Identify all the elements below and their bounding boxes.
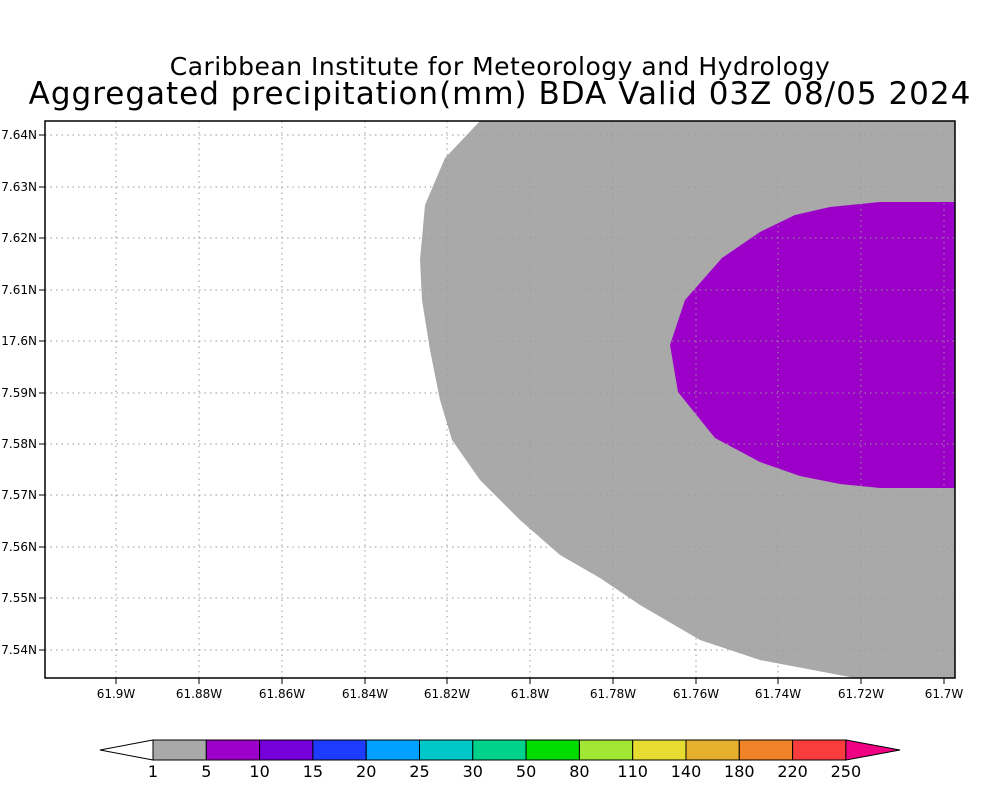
colorbar-swatch xyxy=(312,739,367,761)
lon-label: 61.9W xyxy=(97,687,136,701)
colorbar-swatch xyxy=(578,739,634,761)
colorbar-swatch xyxy=(365,739,421,761)
colorbar-label: 10 xyxy=(249,762,269,781)
colorbar-label: 50 xyxy=(516,762,536,781)
colorbar-label: 180 xyxy=(724,762,755,781)
lon-label: 61.84W xyxy=(342,687,388,701)
lat-label: 7.61N xyxy=(1,283,37,297)
colorbar-under-arrow xyxy=(99,739,154,761)
lon-label: 61.86W xyxy=(259,687,305,701)
colorbar-swatch xyxy=(738,739,794,761)
colorbar: 1 5 10 15 20 25 30 50 80 110 140 180 220 250 xyxy=(99,739,901,781)
colorbar-swatch xyxy=(632,739,687,761)
colorbar-over-arrow xyxy=(845,739,901,761)
colorbar-swatch xyxy=(205,739,261,761)
colorbar-label: 20 xyxy=(356,762,376,781)
lat-label: 7.63N xyxy=(1,180,37,194)
precip-region-5-10mm xyxy=(670,202,955,488)
colorbar-swatch xyxy=(525,739,580,761)
lat-label: 17.6N xyxy=(1,334,37,348)
colorbar-label: 1 xyxy=(148,762,158,781)
colorbar-label: 30 xyxy=(463,762,483,781)
colorbar-label: 250 xyxy=(831,762,862,781)
lat-label: 7.57N xyxy=(1,488,37,502)
chart-title-product: Aggregated precipitation(mm) BDA Valid 0… xyxy=(28,76,972,112)
chart-title-institute: Caribbean Institute for Meteorology and … xyxy=(169,52,831,81)
lat-label: 7.58N xyxy=(1,437,37,451)
colorbar-label: 220 xyxy=(777,762,808,781)
colorbar-label: 80 xyxy=(569,762,589,781)
lon-label: 61.76W xyxy=(673,687,719,701)
lat-label: 7.64N xyxy=(1,128,37,142)
lon-label: 61.88W xyxy=(176,687,222,701)
colorbar-swatch xyxy=(685,739,740,761)
lat-label: 7.55N xyxy=(1,591,37,605)
lon-label: 61.7W xyxy=(925,687,964,701)
colorbar-swatch xyxy=(792,739,847,761)
colorbar-label: 25 xyxy=(409,762,429,781)
longitude-labels: 61.9W 61.88W 61.86W 61.84W 61.82W 61.8W 61.78W… xyxy=(97,687,964,701)
colorbar-label: 140 xyxy=(671,762,702,781)
latitude-labels: 7.64N 7.63N 7.62N 7.61N 17.6N 7.59N 7.58N 7.57N… xyxy=(1,128,37,657)
colorbar-label: 5 xyxy=(201,762,211,781)
map-frame xyxy=(44,120,956,679)
colorbar-swatch xyxy=(472,739,527,761)
lat-label: 7.54N xyxy=(1,643,37,657)
lon-label: 61.82W xyxy=(424,687,470,701)
lon-label: 61.78W xyxy=(590,687,636,701)
lon-label: 61.72W xyxy=(838,687,884,701)
colorbar-swatch xyxy=(419,739,474,761)
colorbar-label: 15 xyxy=(303,762,323,781)
lon-label: 61.8W xyxy=(511,687,550,701)
lat-label: 7.59N xyxy=(1,386,37,400)
lat-label: 7.62N xyxy=(1,231,37,245)
colorbar-swatch xyxy=(259,739,314,761)
lon-label: 61.74W xyxy=(755,687,801,701)
colorbar-label: 110 xyxy=(617,762,648,781)
lat-label: 7.56N xyxy=(1,540,37,554)
colorbar-swatch xyxy=(152,739,207,761)
